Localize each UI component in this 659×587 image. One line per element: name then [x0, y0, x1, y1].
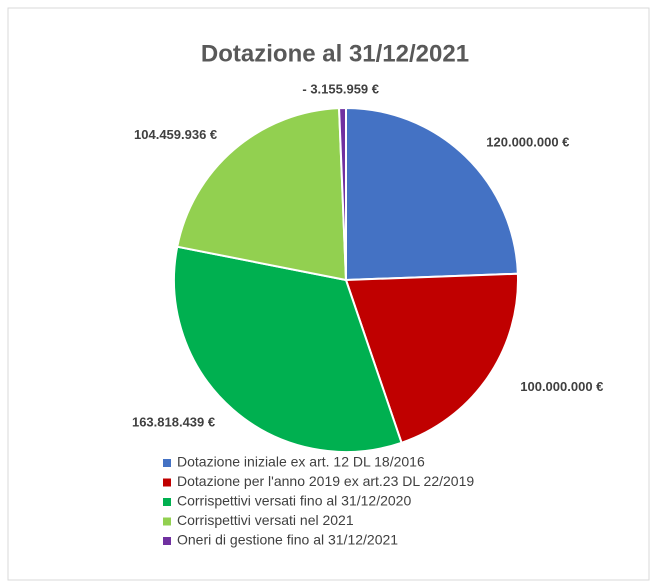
legend-label: Oneri di gestione fino al 31/12/2021 [177, 532, 398, 548]
data-label: - 3.155.959 € [302, 81, 379, 96]
pie-slice [173, 245, 403, 453]
legend-label: Corrispettivi versati fino al 31/12/2020 [177, 493, 411, 509]
data-label: 163.818.439 € [132, 414, 215, 429]
chart-title: Dotazione al 31/12/2021 [201, 40, 469, 67]
legend-swatch [163, 478, 171, 487]
legend-swatch [163, 498, 171, 506]
legend-label: Dotazione per l'anno 2019 ex art.23 DL 2… [177, 473, 474, 489]
pie-slice [345, 106, 519, 282]
legend-label: Corrispettivi versati nel 2021 [177, 512, 354, 528]
legend-swatch [163, 459, 171, 467]
data-label: 120.000.000 € [486, 135, 569, 150]
pie-slice [338, 106, 347, 281]
legend-swatch [163, 517, 171, 526]
legend-swatch [163, 537, 171, 545]
legend-label: Dotazione iniziale ex art. 12 DL 18/2016 [177, 454, 425, 470]
pie-slice [176, 107, 348, 282]
data-label: 104.459.936 € [134, 127, 217, 142]
data-label: 100.000.000 € [520, 379, 603, 394]
pie-slice [344, 272, 519, 445]
